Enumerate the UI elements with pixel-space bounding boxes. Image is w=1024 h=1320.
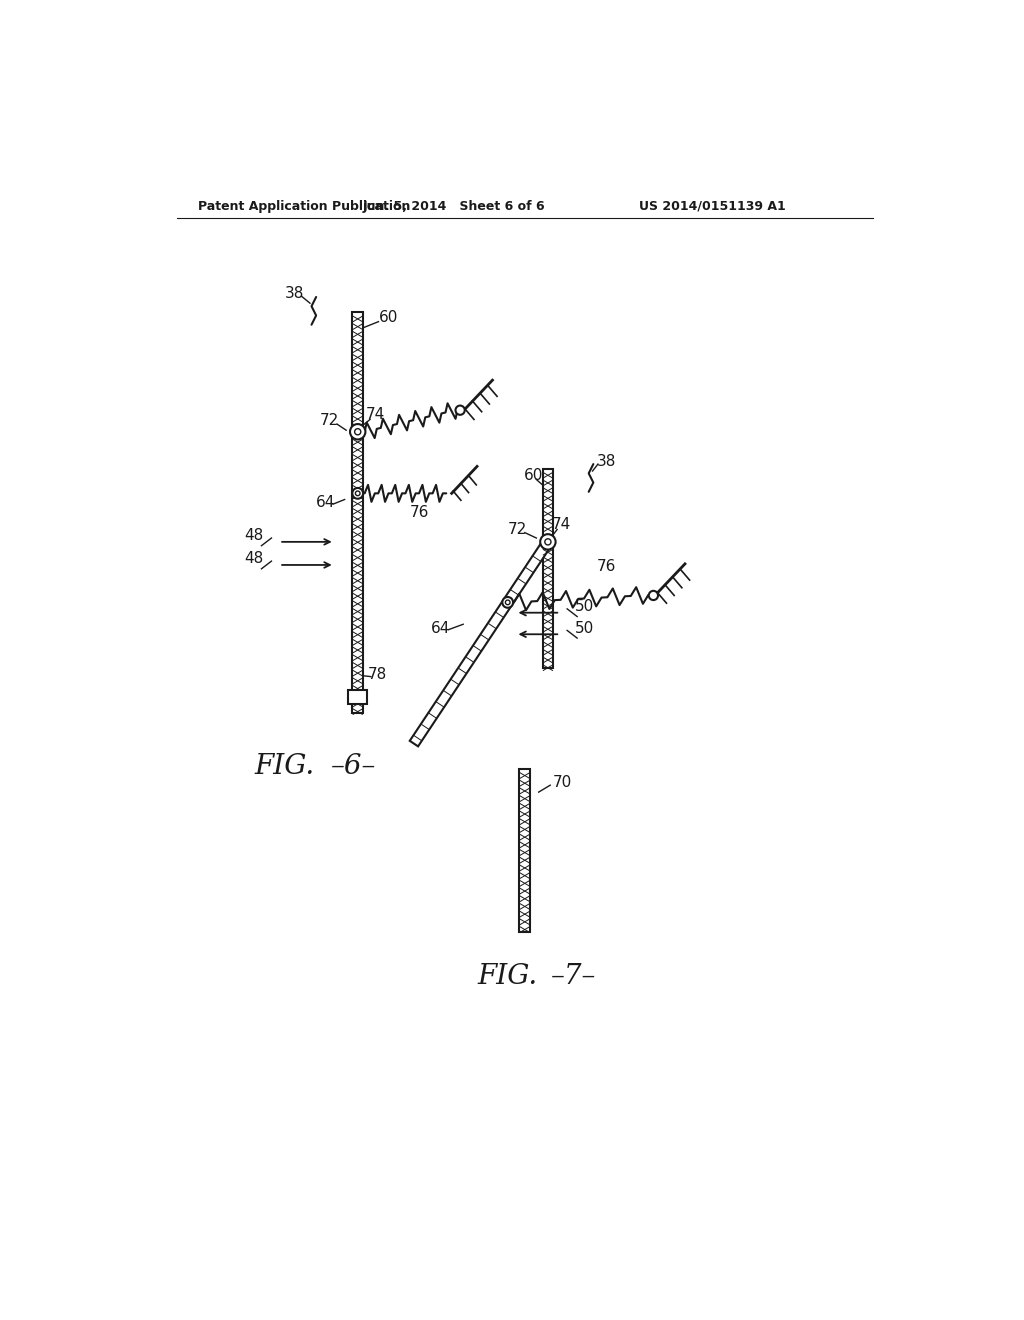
Text: 38: 38 (285, 285, 304, 301)
Text: Patent Application Publication: Patent Application Publication (199, 199, 411, 213)
Text: 48: 48 (244, 552, 263, 566)
Polygon shape (410, 539, 552, 746)
Text: 64: 64 (315, 495, 335, 510)
Text: 76: 76 (410, 506, 429, 520)
Circle shape (506, 601, 510, 605)
Bar (519, 770, 530, 932)
Text: 60: 60 (523, 469, 543, 483)
Text: 50: 50 (575, 599, 595, 614)
Circle shape (541, 535, 556, 549)
Circle shape (350, 424, 366, 440)
Text: FIG.: FIG. (254, 754, 314, 780)
Circle shape (456, 405, 465, 414)
Text: –7–: –7– (551, 962, 596, 990)
Text: 78: 78 (368, 667, 387, 682)
Bar (352, 313, 364, 713)
Text: 48: 48 (244, 528, 263, 544)
Bar (348, 689, 367, 704)
Text: 72: 72 (319, 413, 339, 428)
Text: US 2014/0151139 A1: US 2014/0151139 A1 (639, 199, 785, 213)
Circle shape (352, 488, 364, 499)
Circle shape (545, 539, 551, 545)
Text: 72: 72 (508, 521, 526, 537)
Circle shape (649, 591, 658, 601)
Text: 74: 74 (552, 517, 571, 532)
Text: 70: 70 (553, 775, 571, 789)
Text: 50: 50 (575, 620, 595, 636)
Circle shape (354, 429, 360, 434)
Text: 76: 76 (597, 558, 616, 574)
Text: 74: 74 (366, 408, 385, 422)
Bar (543, 469, 553, 668)
Circle shape (503, 597, 513, 607)
Text: 60: 60 (379, 310, 398, 325)
Circle shape (355, 491, 360, 496)
Text: Jun. 5, 2014   Sheet 6 of 6: Jun. 5, 2014 Sheet 6 of 6 (362, 199, 545, 213)
Text: FIG.: FIG. (478, 962, 538, 990)
Text: –6–: –6– (331, 754, 377, 780)
Text: 64: 64 (431, 620, 451, 636)
Text: 38: 38 (597, 454, 616, 469)
